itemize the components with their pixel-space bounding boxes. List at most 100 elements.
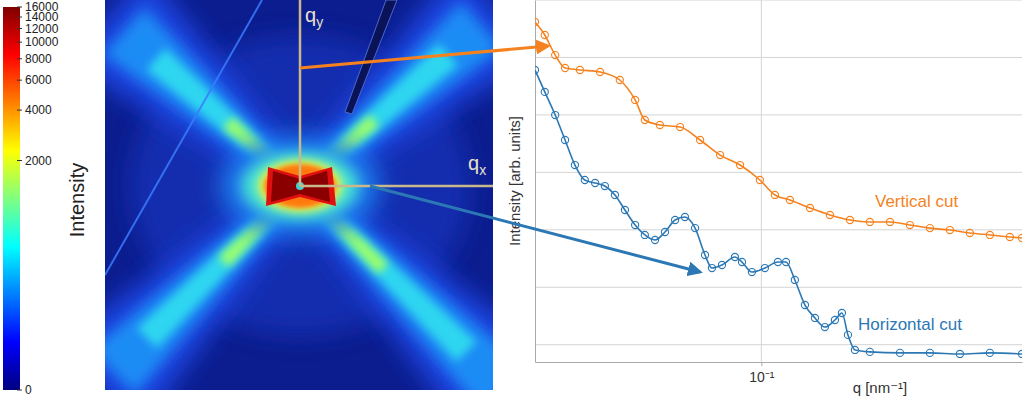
series-marker <box>811 314 818 321</box>
series-marker <box>581 176 588 183</box>
series-marker <box>774 258 781 265</box>
axis-label-main: q <box>468 152 479 174</box>
series-marker <box>761 264 768 271</box>
series-marker <box>692 225 699 232</box>
series-marker <box>571 161 578 168</box>
colorbar-tick <box>17 58 22 59</box>
series-line <box>535 22 1022 238</box>
series-marker <box>651 236 658 243</box>
series-marker <box>946 226 953 233</box>
series-marker <box>541 31 548 38</box>
series-marker <box>708 264 715 271</box>
detector-streak <box>105 0 262 275</box>
x-axis: 10⁻¹ <box>536 362 1023 385</box>
series-marker <box>1018 350 1022 357</box>
axis-label-main: q <box>305 4 316 26</box>
detector-image <box>105 0 493 390</box>
series-marker <box>697 136 704 143</box>
series-label: Vertical cut <box>875 192 958 211</box>
series-marker <box>632 221 639 228</box>
x-tick-mark <box>761 362 762 366</box>
series-marker <box>671 216 678 223</box>
y-axis <box>535 1 537 363</box>
colorbar-tick <box>17 16 22 17</box>
series-marker <box>561 136 568 143</box>
colorbar-tick-label: 2000 <box>25 154 52 168</box>
series <box>535 66 1022 357</box>
cut-arrow <box>370 186 700 272</box>
series-marker <box>656 121 663 128</box>
series-marker <box>592 179 599 186</box>
colorbar-tick <box>17 80 22 81</box>
colorbar-tick <box>17 7 22 8</box>
colorbar-tick-label: 4000 <box>25 103 52 117</box>
series-marker <box>1006 233 1013 240</box>
beamstop-holder <box>345 0 397 114</box>
series-marker <box>641 116 648 123</box>
detector-background <box>105 0 493 390</box>
series-marker <box>866 348 873 355</box>
series-marker <box>966 229 973 236</box>
series-marker <box>844 331 851 338</box>
series-label: Horizontal cut <box>858 315 962 334</box>
series-marker <box>801 301 808 308</box>
series-marker <box>535 66 539 73</box>
series-marker <box>611 191 618 198</box>
series-marker <box>831 316 838 323</box>
series-marker <box>1018 234 1022 241</box>
grid-line-y <box>535 57 1022 58</box>
series-marker <box>826 211 833 218</box>
colorbar-tick-label: 10000 <box>25 35 59 49</box>
series-marker <box>956 350 963 357</box>
series-marker <box>596 68 603 75</box>
colorbar-tick <box>17 110 22 111</box>
series-marker <box>906 221 913 228</box>
series-marker <box>676 123 683 130</box>
series-marker <box>786 196 793 203</box>
colorbar <box>3 7 20 390</box>
series-marker <box>621 206 628 213</box>
colorbar-tick <box>17 390 22 391</box>
series-marker <box>986 349 993 356</box>
series-marker <box>926 349 933 356</box>
series-marker <box>576 66 583 73</box>
detector-axis-label: qx <box>468 152 486 178</box>
series-marker <box>886 218 893 225</box>
series-marker <box>926 225 933 232</box>
colorbar-tick <box>17 160 22 161</box>
detector-axis-label: qy <box>305 4 323 30</box>
series-line <box>535 70 1022 354</box>
series-marker <box>661 228 668 235</box>
grid <box>535 0 1022 362</box>
series-marker <box>552 111 559 118</box>
colorbar-tick <box>17 28 22 29</box>
series-marker <box>718 261 725 268</box>
series-marker <box>535 18 539 25</box>
series-marker <box>701 251 708 258</box>
series-marker <box>851 346 858 353</box>
series-marker <box>541 88 548 95</box>
series-marker <box>601 182 608 189</box>
colorbar-tick-label: 0 <box>25 383 32 397</box>
colorbar-tick-label: 16000 <box>25 0 59 14</box>
series-marker <box>552 51 559 58</box>
x-tick: 10⁻¹ <box>749 362 775 385</box>
series-marker <box>896 349 903 356</box>
grid-line-y <box>535 0 1022 1</box>
grid-line-y <box>535 287 1022 288</box>
colorbar-tick-label: 8000 <box>25 52 52 66</box>
series-marker <box>641 231 648 238</box>
x-axis-line <box>536 362 1023 363</box>
cut-line-horizontal <box>300 185 493 188</box>
series-marker <box>986 231 993 238</box>
x-axis-title: q [nm⁻¹] <box>853 379 908 396</box>
series-marker <box>616 76 623 83</box>
series-marker <box>632 96 639 103</box>
series-marker <box>782 258 789 265</box>
series-marker <box>791 276 798 283</box>
series-marker <box>681 213 688 220</box>
series-marker <box>846 216 853 223</box>
plot-area <box>535 18 1022 357</box>
cut-line-vertical <box>299 0 302 186</box>
series-marker <box>748 268 755 275</box>
